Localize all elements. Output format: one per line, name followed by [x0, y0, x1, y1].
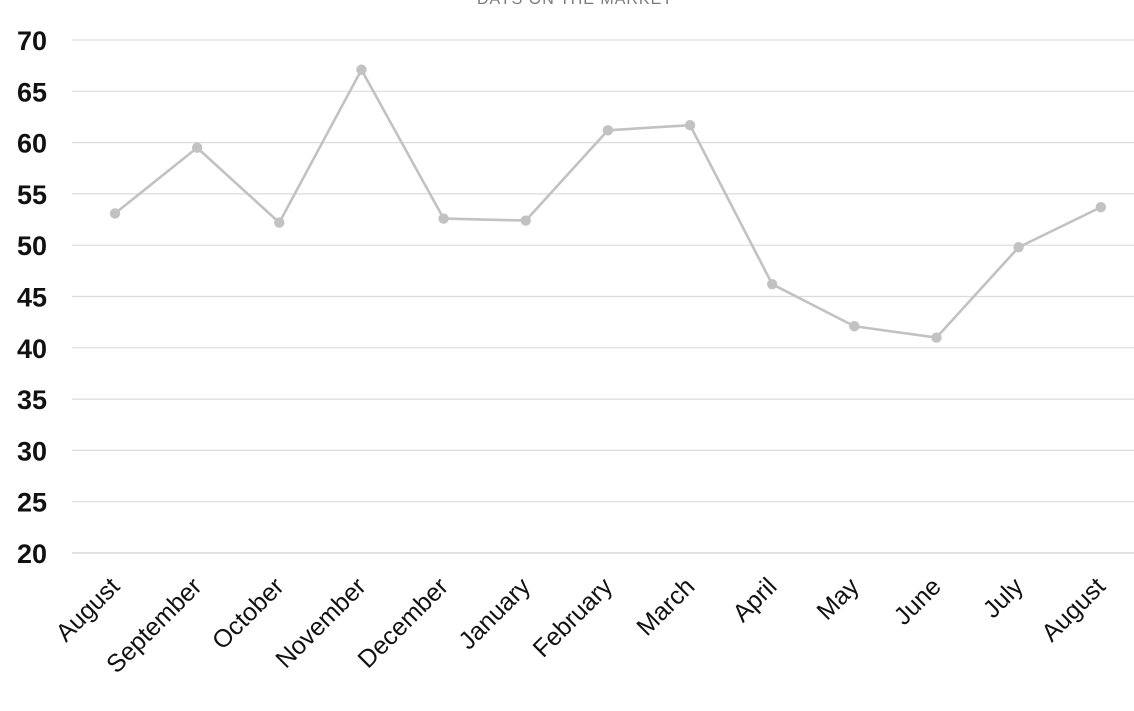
y-tick-label-60: 60 — [17, 129, 47, 159]
x-tick-label-6: February — [528, 572, 619, 663]
x-tick-label-0: August — [50, 572, 125, 647]
y-tick-label-40: 40 — [17, 334, 47, 364]
x-tick-label-2: October — [207, 572, 290, 655]
y-tick-label-20: 20 — [17, 539, 47, 569]
y-tick-label-65: 65 — [17, 77, 47, 107]
x-tick-label-8: April — [727, 572, 782, 627]
data-point-3 — [356, 64, 367, 75]
y-tick-label-55: 55 — [17, 180, 47, 210]
data-point-10 — [931, 332, 942, 343]
x-tick-label-9: May — [811, 572, 865, 626]
data-point-7 — [684, 119, 696, 131]
data-point-6 — [602, 125, 614, 136]
series-layer — [109, 64, 1107, 343]
x-tick-label-7: March — [631, 572, 700, 641]
y-tick-label-50: 50 — [17, 231, 47, 261]
data-point-5 — [520, 215, 531, 226]
x-tick-label-11: July — [978, 572, 1030, 624]
y-tick-label-25: 25 — [17, 488, 47, 518]
series-line-0 — [114, 68, 1102, 339]
y-tick-label-70: 70 — [17, 26, 47, 56]
data-point-12 — [1095, 202, 1107, 213]
data-point-11 — [1013, 242, 1024, 253]
data-point-8 — [767, 278, 778, 290]
data-point-2 — [274, 217, 285, 228]
y-tick-label-30: 30 — [17, 436, 47, 466]
y-axis-labels: 20 25 30 35 40 45 50 55 60 65 70 — [17, 26, 47, 569]
y-tick-label-45: 45 — [17, 283, 47, 313]
data-point-9 — [849, 321, 860, 332]
data-point-0 — [109, 208, 121, 219]
x-tick-label-5: January — [453, 572, 536, 655]
data-point-1 — [191, 142, 203, 153]
x-tick-label-4: December — [352, 572, 453, 673]
y-tick-label-35: 35 — [17, 385, 47, 415]
data-point-4 — [438, 213, 449, 224]
grid-layer — [72, 39, 1134, 554]
chart-title: DAYS ON THE MARKET — [477, 0, 673, 8]
x-tick-label-12: August — [1036, 572, 1111, 647]
x-tick-label-10: June — [889, 572, 947, 630]
